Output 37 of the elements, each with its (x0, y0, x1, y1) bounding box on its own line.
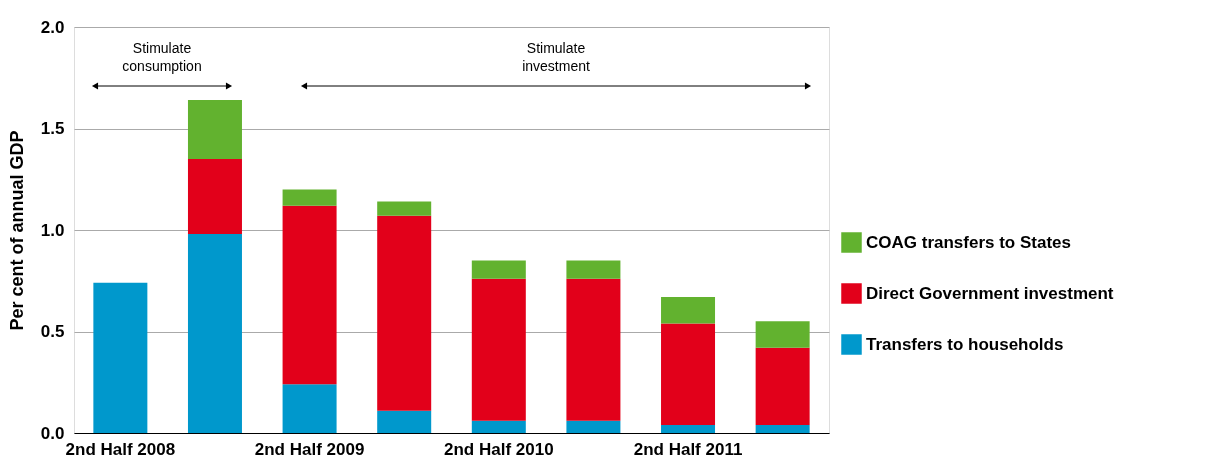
y-tick-label: 1.0 (40, 220, 65, 240)
annotation: Stimulate consumption (122, 40, 202, 74)
annotation: Stimulate investment (522, 40, 590, 74)
x-tick-label: 2nd Half 2008 (65, 439, 176, 459)
bar (661, 296, 716, 324)
bar (282, 189, 337, 206)
bar (377, 201, 432, 216)
bar (471, 420, 526, 433)
bar (187, 100, 242, 159)
y-tick-label: 0.5 (40, 322, 65, 341)
bar (93, 282, 148, 433)
legend-label: Direct Government investment (866, 283, 1114, 303)
bar (755, 321, 810, 348)
y-axis-title: Per cent of annual GDP (6, 130, 27, 331)
x-tick-label: 2nd Half 2009 (254, 439, 365, 459)
bar (661, 323, 716, 425)
bar (566, 278, 621, 421)
legend-label: COAG transfers to States (866, 232, 1071, 252)
bar (471, 260, 526, 279)
bar (187, 234, 242, 433)
legend-label: Transfers to households (866, 334, 1064, 354)
y-tick-label: 2.0 (40, 17, 65, 37)
bar (566, 420, 621, 433)
bar (661, 424, 716, 433)
bar (471, 278, 526, 421)
bar (377, 215, 432, 411)
bar (282, 205, 337, 385)
x-tick-label: 2nd Half 2011 (633, 439, 743, 459)
y-tick-label: 0.0 (40, 423, 65, 443)
bar (755, 424, 810, 433)
bar (377, 410, 432, 433)
bar (187, 158, 242, 235)
y-tick-label: 1.5 (40, 119, 65, 138)
x-tick-label: 2nd Half 2010 (444, 439, 554, 459)
bar (566, 260, 621, 279)
bar (282, 384, 337, 433)
bar (755, 347, 810, 425)
